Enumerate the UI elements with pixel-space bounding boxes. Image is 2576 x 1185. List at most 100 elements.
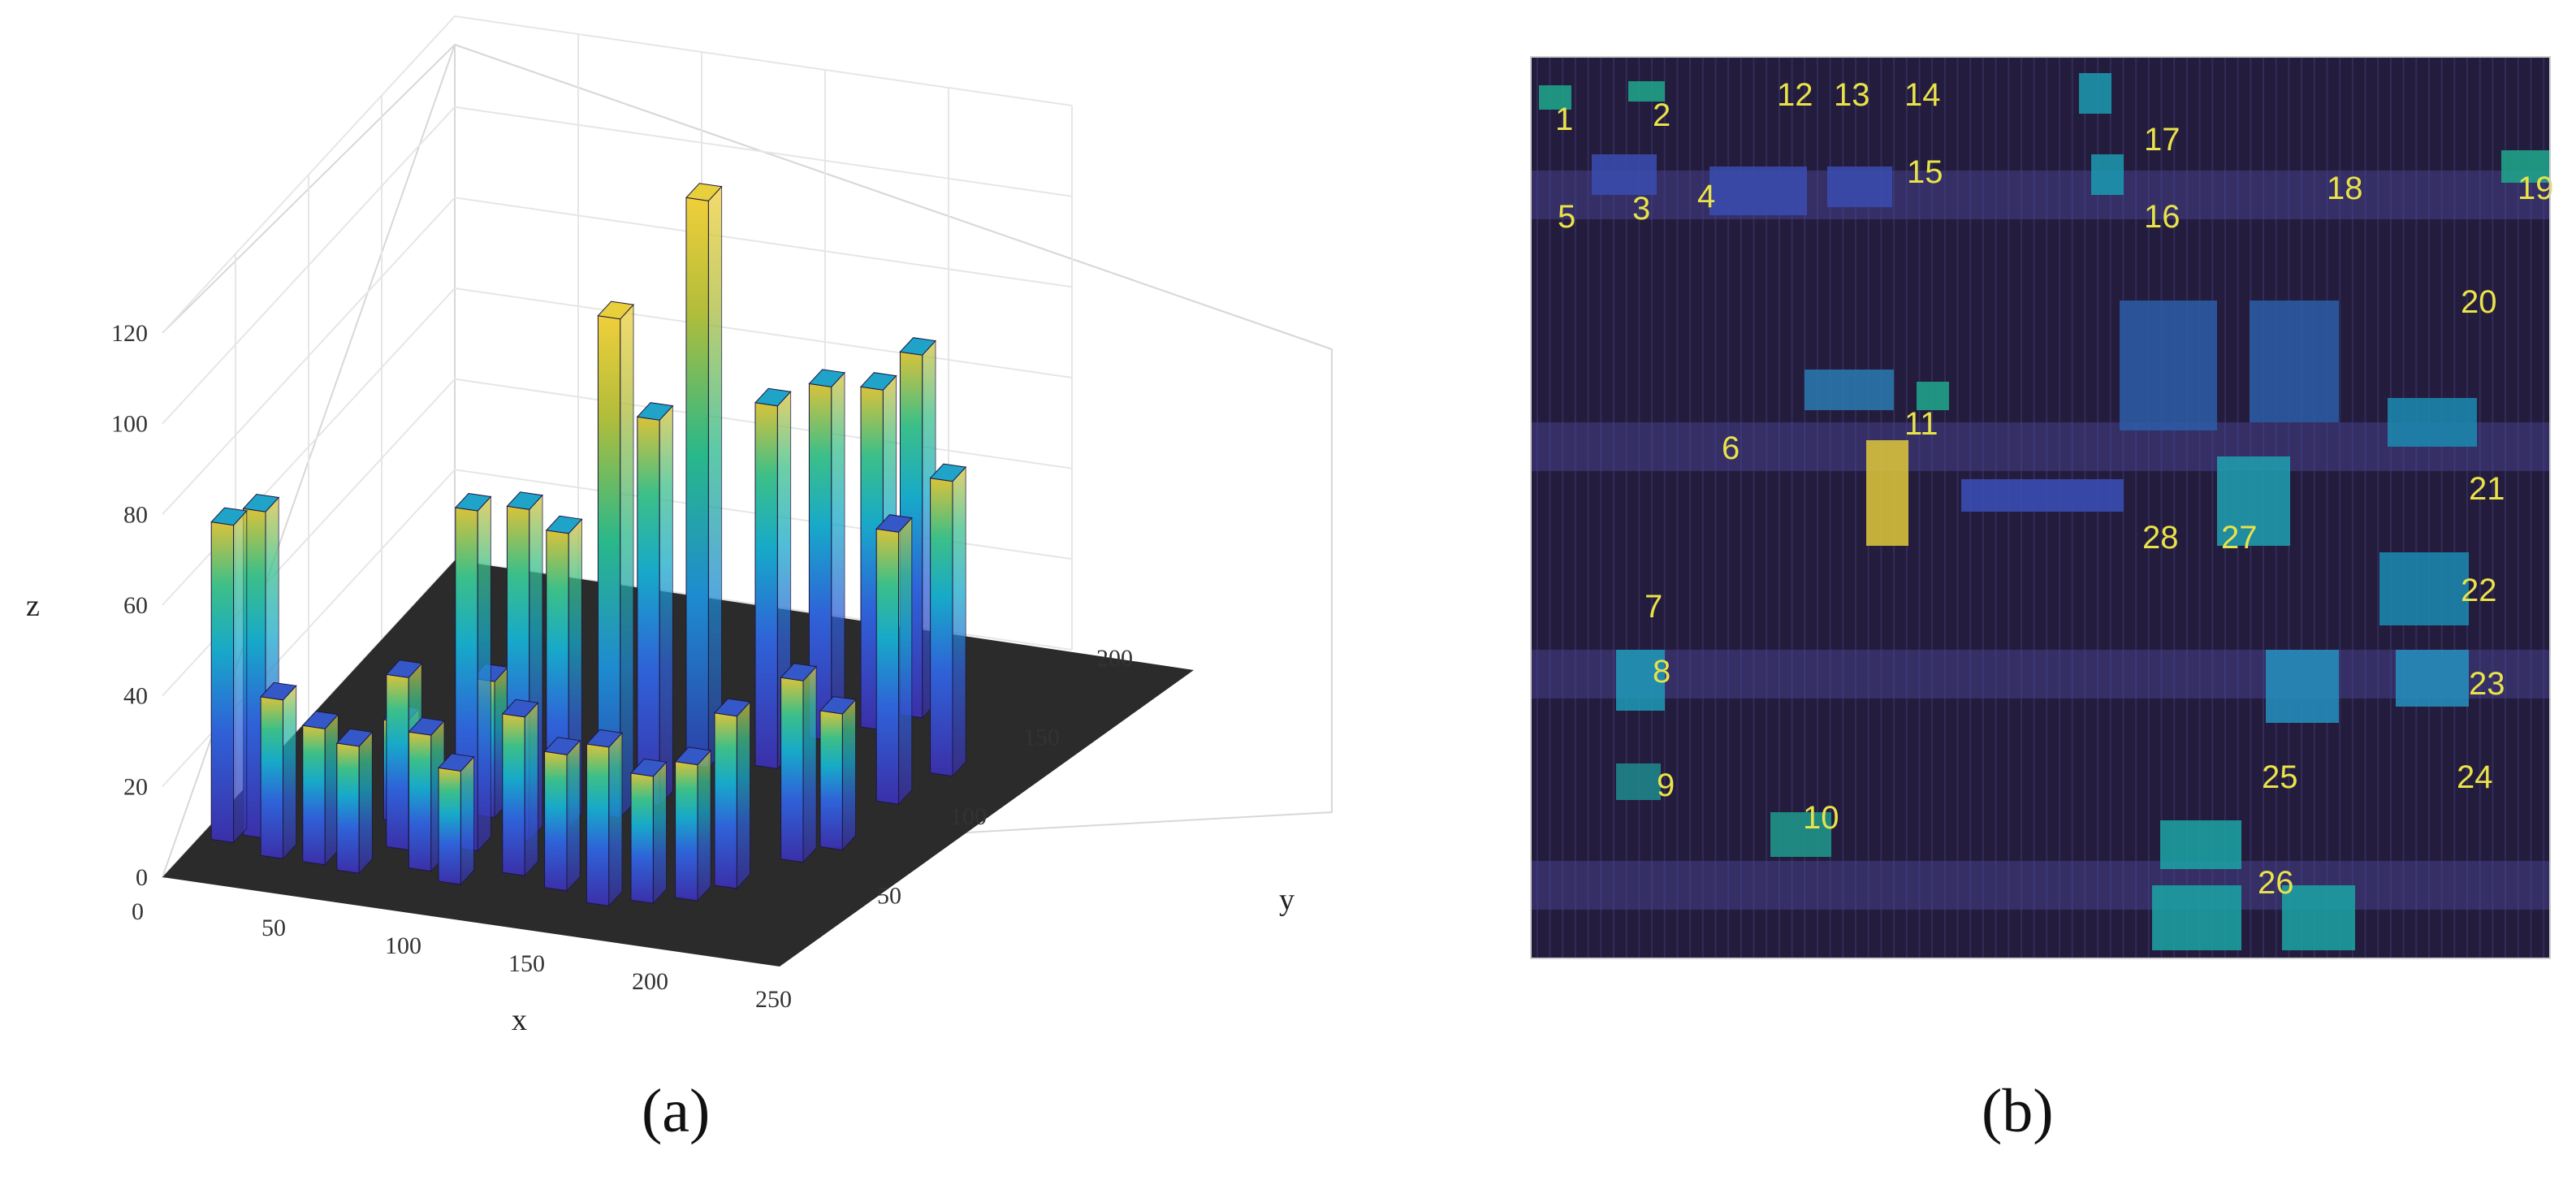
heatmap-band: [1531, 861, 2550, 910]
bar: [685, 183, 723, 769]
heatmap-hotspot: [2091, 154, 2124, 195]
heatmap-label: 18: [2327, 171, 2363, 206]
bar: [335, 728, 374, 875]
bar-front: [386, 673, 409, 851]
z-gridline: [162, 106, 1073, 425]
z-tick-label: 0: [136, 864, 148, 891]
bar: [501, 698, 539, 877]
3d-bar-chart: 0 20 40 60 80 100 120 0 50 100 150 200 250 50 100 150 20…: [26, 15, 1333, 1037]
bar: [929, 463, 967, 777]
bar-side: [233, 509, 248, 844]
bar-front: [930, 478, 953, 777]
bar-top: [543, 737, 581, 755]
bar-top: [899, 337, 937, 356]
heatmap-hotspot: [1592, 154, 1657, 195]
bar-side: [952, 465, 966, 777]
bar-side: [736, 700, 751, 890]
y-tick-label: 200: [1096, 645, 1133, 672]
bar-top: [713, 698, 751, 717]
heatmap-label: 25: [2262, 759, 2298, 795]
z-tick-label: 100: [111, 411, 148, 438]
heatmap-label: 2: [1653, 97, 1671, 133]
bar-top: [242, 493, 280, 512]
z-tick-label: 40: [123, 683, 148, 710]
bar-top: [501, 698, 539, 718]
bar-front: [780, 677, 804, 863]
heatmap-hotspot: [1827, 167, 1892, 207]
heatmap-label: 4: [1697, 179, 1715, 214]
heatmap-hotspot: [1961, 479, 2124, 512]
bar-side: [608, 732, 623, 907]
heatmap-label: 9: [1657, 768, 1675, 803]
bar-top: [597, 301, 635, 320]
bar-side: [802, 665, 817, 863]
bar: [301, 711, 339, 867]
bar-side: [841, 698, 857, 851]
bar-front: [630, 772, 654, 904]
bar: [875, 514, 913, 806]
heatmap-label: 14: [1904, 77, 1941, 113]
bar-front: [260, 696, 283, 859]
heatmap-band: [1531, 171, 2550, 219]
bar: [210, 507, 248, 844]
panel-label-b: (b): [1982, 1077, 2054, 1145]
bar-side: [566, 739, 581, 893]
heatmap-label: 23: [2469, 666, 2505, 702]
z-gridline: [162, 15, 1073, 334]
heatmap-hotspot: [1917, 382, 1949, 410]
bar-front: [754, 402, 778, 770]
heatmap-label: 6: [1722, 430, 1740, 466]
bar: [629, 758, 668, 905]
heatmap-label: 10: [1803, 800, 1839, 836]
x-tick-label: 150: [508, 950, 545, 977]
bar-top: [636, 402, 674, 421]
bar: [597, 301, 635, 820]
tick-labels: 0 20 40 60 80 100 120 0 50 100 150 200 250 50 100 150 20…: [111, 320, 1133, 1013]
bar-top: [301, 711, 339, 729]
bar-side: [460, 755, 475, 886]
bar-side: [283, 685, 297, 860]
heatmap-frame: [1530, 56, 2551, 959]
bar-top: [454, 492, 492, 512]
heatmap-label: 13: [1834, 77, 1870, 113]
y-tick-label: 150: [1023, 724, 1060, 751]
z-tick-label: 120: [111, 320, 148, 347]
heatmap-hotspot: [1804, 370, 1894, 410]
x-origin-tick-label: 0: [132, 898, 144, 925]
heatmap-label: 24: [2457, 759, 2493, 795]
bar-side: [697, 749, 711, 902]
heatmap-hotspot: [2388, 398, 2477, 447]
y-tick-label: 50: [877, 883, 901, 910]
y-tick-label: 100: [950, 803, 987, 830]
heatmap-hotspot: [1616, 650, 1665, 711]
bar-top: [685, 183, 723, 201]
bar-top: [506, 491, 544, 510]
bar: [437, 753, 475, 886]
heatmap-hotspot: [2266, 650, 2339, 723]
bar-top: [754, 387, 792, 407]
heatmap-label: 27: [2221, 520, 2258, 556]
bar-top: [408, 717, 446, 736]
bar-front: [438, 767, 461, 885]
heatmap-cells: [1531, 57, 2550, 958]
bar: [454, 492, 492, 853]
bar-front: [502, 713, 525, 876]
bar: [586, 729, 624, 907]
heatmap-label: 11: [1904, 406, 1938, 442]
heatmap-hotspot: [1628, 81, 1665, 102]
bar-front: [302, 724, 326, 866]
bar-top: [780, 663, 818, 681]
heatmap-label: 17: [2144, 122, 2181, 158]
heatmap-label: 1: [1555, 102, 1573, 137]
bar: [754, 387, 792, 770]
bar-front: [637, 416, 660, 807]
heatmap-label: 15: [1907, 154, 1943, 190]
bar-top: [808, 369, 846, 387]
y-axis-label: y: [1279, 883, 1294, 917]
heatmap-hotspot: [1539, 85, 1571, 110]
bar-top: [210, 507, 248, 526]
bar-top: [385, 660, 423, 678]
